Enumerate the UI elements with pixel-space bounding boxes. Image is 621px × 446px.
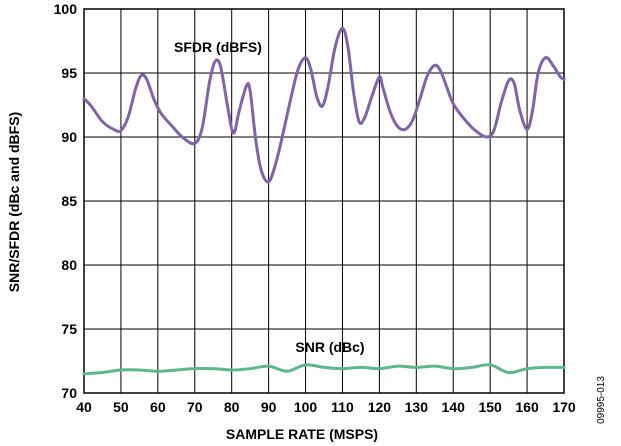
x-tick-label: 60	[150, 399, 166, 415]
y-tick-label: 70	[61, 385, 77, 401]
x-tick-label: 170	[552, 399, 576, 415]
sfdr-series-label: SFDR (dBFS)	[174, 39, 262, 55]
plot-frame	[83, 8, 565, 394]
x-tick-label: 120	[368, 399, 392, 415]
x-tick-label: 50	[113, 399, 129, 415]
y-tick-label: 100	[54, 1, 78, 17]
y-tick-label: 90	[61, 129, 77, 145]
annotations: SFDR (dBFS) SNR (dBc)	[174, 39, 365, 355]
x-tick-label: 90	[261, 399, 277, 415]
y-tick-label: 80	[61, 257, 77, 273]
x-axis-title: SAMPLE RATE (MSPS)	[226, 426, 378, 442]
x-tick-label: 150	[478, 399, 502, 415]
tick-labels: 40 50 60 70 80 90 100 110 120 130 140 150 160 170 70 75…	[54, 1, 576, 415]
series-lines	[82, 26, 566, 376]
x-tick-label: 80	[224, 399, 240, 415]
y-tick-label: 75	[61, 321, 77, 337]
x-tick-label: 160	[515, 399, 539, 415]
snr-series-label: SNR (dBc)	[295, 339, 364, 355]
sfdr-series-line	[82, 26, 566, 184]
y-tick-label: 95	[61, 65, 77, 81]
y-tick-label: 85	[61, 193, 77, 209]
x-tick-label: 70	[187, 399, 203, 415]
x-tick-label: 140	[442, 399, 466, 415]
y-axis-title: SNR/SFDR (dBc and dBFS)	[6, 112, 22, 292]
x-tick-label: 100	[294, 399, 318, 415]
x-tick-label: 110	[331, 399, 354, 415]
x-tick-label: 40	[76, 399, 92, 415]
x-tick-label: 130	[405, 399, 429, 415]
grid	[83, 8, 565, 394]
snr-series-line	[82, 363, 566, 376]
figure-id: 09995-013	[596, 376, 607, 424]
